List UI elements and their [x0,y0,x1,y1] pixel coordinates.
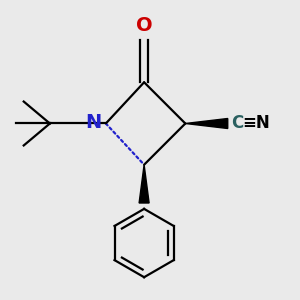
Text: N: N [85,113,101,132]
Text: ≡N: ≡N [242,115,270,133]
Text: C: C [231,115,243,133]
Polygon shape [139,165,149,203]
Polygon shape [185,118,228,128]
Text: O: O [136,16,152,35]
